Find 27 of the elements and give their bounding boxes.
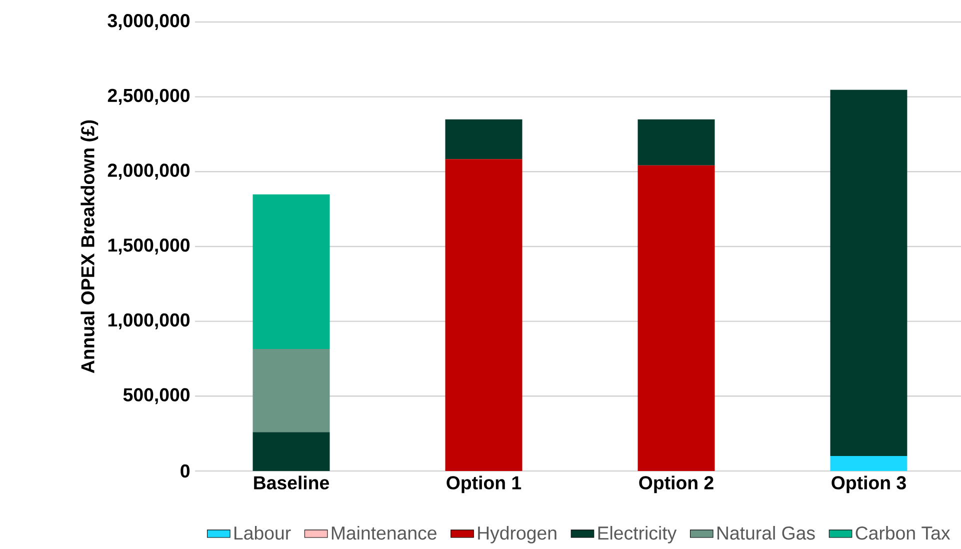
x-tick-label: Option 1	[446, 476, 522, 494]
y-tick-label: 1,000,000	[108, 313, 190, 330]
legend-label: Carbon Tax	[856, 526, 950, 540]
y-tick-label: 2,500,000	[108, 88, 190, 105]
bar	[445, 159, 522, 471]
bar	[638, 119, 715, 166]
bar	[252, 432, 330, 471]
legend-label: Hydrogen	[478, 526, 556, 544]
x-tick-label: Option 3	[832, 476, 906, 494]
bar	[638, 165, 715, 471]
y-tick-label: 500,000	[123, 388, 190, 404]
legend-label: Labour	[234, 526, 291, 540]
y-tick-label: 3,000,000	[108, 14, 190, 30]
x-tick-label: Baseline	[254, 476, 330, 490]
bar	[830, 90, 908, 456]
bar	[252, 349, 330, 432]
bar	[252, 194, 330, 350]
x-tick-label: Option 2	[639, 476, 714, 494]
y-tick-label: 0	[180, 464, 190, 478]
y-axis-title: Annual OPEX Breakdown (£)	[80, 120, 98, 374]
legend-label: Electricity	[598, 526, 677, 544]
bar	[830, 456, 908, 471]
legend-label: Maintenance	[332, 526, 436, 540]
y-tick-label: 1,500,000	[108, 238, 190, 254]
legend-label: Natural Gas	[717, 526, 815, 540]
bar	[445, 119, 522, 160]
y-tick-label: 2,000,000	[108, 164, 190, 180]
